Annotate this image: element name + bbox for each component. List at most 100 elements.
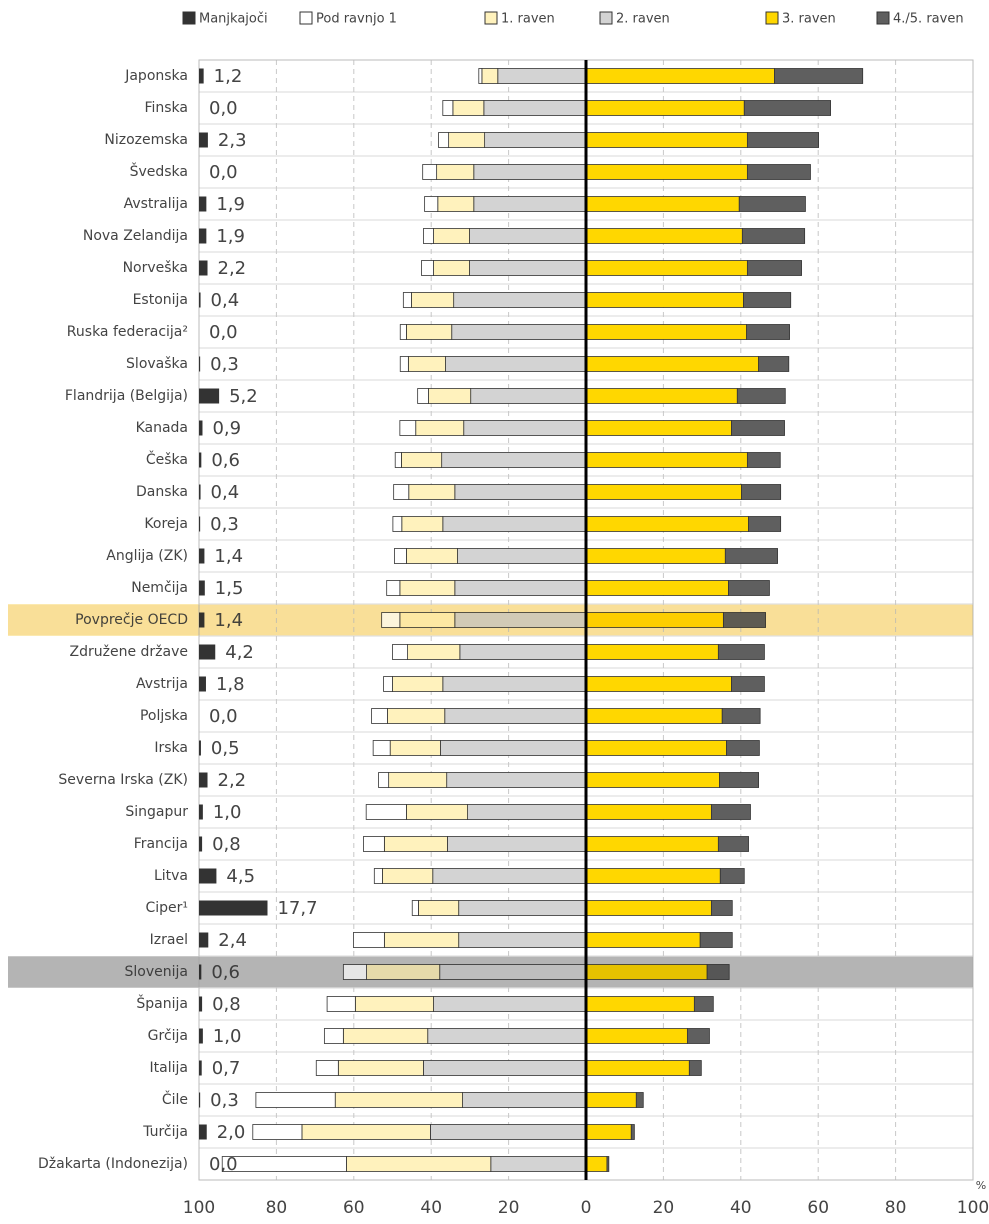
bar-segment — [606, 1156, 610, 1172]
bar-segment — [402, 292, 412, 308]
bar-segment — [585, 68, 775, 84]
missing-bar — [199, 772, 208, 788]
row-highlight-overlay — [8, 957, 973, 987]
bar-segment — [440, 740, 587, 756]
value-label: 1,5 — [215, 578, 244, 599]
bar-segment — [373, 868, 383, 884]
bar-segment — [383, 932, 460, 948]
category-label: Slovaška — [126, 356, 188, 372]
bar-segment — [746, 324, 790, 340]
category-label: Severna Irska (ZK) — [58, 772, 188, 788]
bar-segment — [731, 676, 765, 692]
bar-segment — [452, 100, 485, 116]
value-label: 0,9 — [212, 418, 241, 439]
bar-segment — [741, 484, 782, 500]
bar-segment — [585, 100, 745, 116]
missing-bar — [199, 1124, 207, 1140]
bar-segment — [686, 1028, 710, 1044]
value-label: 0,3 — [210, 1090, 239, 1111]
bar-segment — [458, 900, 587, 916]
bar-segment — [585, 548, 726, 564]
bar-segment — [401, 516, 444, 532]
bar-segment — [393, 484, 410, 500]
bar-segment — [401, 452, 443, 468]
bar-segment — [433, 996, 587, 1012]
legend-swatch — [484, 11, 498, 25]
bar-segment — [585, 324, 748, 340]
bar-segment — [365, 804, 407, 820]
bar-segment — [719, 772, 760, 788]
bar-segment — [387, 708, 446, 724]
bar-segment — [378, 772, 390, 788]
bar-segment — [748, 516, 782, 532]
missing-bar — [199, 932, 209, 948]
category-label: Izrael — [150, 932, 188, 948]
missing-bar — [199, 196, 207, 212]
bar-segment — [635, 1092, 644, 1108]
bar-segment — [484, 132, 587, 148]
bar-segment — [427, 1028, 587, 1044]
missing-bar — [199, 292, 201, 308]
bar-segment — [585, 900, 712, 916]
bar-segment — [717, 644, 765, 660]
bar-segment — [585, 708, 723, 724]
bar-segment — [731, 420, 785, 436]
bar-segment — [721, 708, 761, 724]
missing-bar — [199, 836, 203, 852]
bar-segment — [388, 772, 448, 788]
category-label: Nizozemska — [104, 132, 188, 148]
category-label: Japonska — [124, 68, 188, 84]
bar-segment — [392, 644, 408, 660]
category-label: Estonija — [133, 292, 188, 308]
bar-segment — [447, 836, 587, 852]
x-tick-label: 100 — [183, 1198, 215, 1218]
bar-segment — [392, 516, 403, 532]
legend-label: 2. raven — [616, 12, 670, 27]
bar-segment — [415, 420, 465, 436]
bar-segment — [736, 388, 786, 404]
bar-segment — [585, 292, 744, 308]
legend-label: 3. raven — [782, 12, 836, 27]
value-label: 2,3 — [218, 130, 247, 151]
x-tick-label: 0 — [581, 1198, 592, 1218]
value-label: 1,9 — [216, 226, 245, 247]
bar-segment — [746, 452, 781, 468]
category-label: Kanada — [136, 420, 188, 436]
legend-label: Manjkajoči — [199, 12, 268, 27]
bar-segment — [710, 804, 751, 820]
bar-segment — [746, 164, 811, 180]
missing-bar — [199, 388, 220, 404]
bar-segment — [585, 260, 748, 276]
bar-segment — [411, 292, 455, 308]
bar-segment — [585, 804, 712, 820]
bar-segment — [470, 388, 587, 404]
bar-segment — [399, 580, 456, 596]
bar-segment — [422, 164, 438, 180]
bar-segment — [424, 196, 439, 212]
bar-segment — [342, 1028, 429, 1044]
bar-segment — [719, 868, 745, 884]
bar-segment — [433, 228, 470, 244]
category-label: Grčija — [148, 1028, 188, 1044]
bar-segment — [451, 324, 587, 340]
bar-segment — [481, 68, 499, 84]
x-unit: % — [976, 1179, 986, 1192]
bar-segment — [389, 740, 441, 756]
category-label: Ruska federacija² — [67, 324, 188, 340]
bar-segment — [585, 772, 720, 788]
bar-segment — [407, 356, 446, 372]
bar-segment — [478, 68, 483, 84]
bar-segment — [255, 1092, 336, 1108]
bar-segment — [423, 228, 434, 244]
bar-segment — [490, 1156, 587, 1172]
x-tick-label: 100 — [957, 1198, 989, 1218]
bar-segment — [724, 548, 778, 564]
bar-segment — [462, 1092, 587, 1108]
category-label: Italija — [150, 1060, 188, 1076]
bar-segment — [746, 260, 802, 276]
bar-segment — [497, 68, 587, 84]
bar-segment — [323, 1028, 344, 1044]
bar-segment — [630, 1124, 635, 1140]
bar-segment — [585, 932, 701, 948]
missing-bar — [199, 484, 201, 500]
